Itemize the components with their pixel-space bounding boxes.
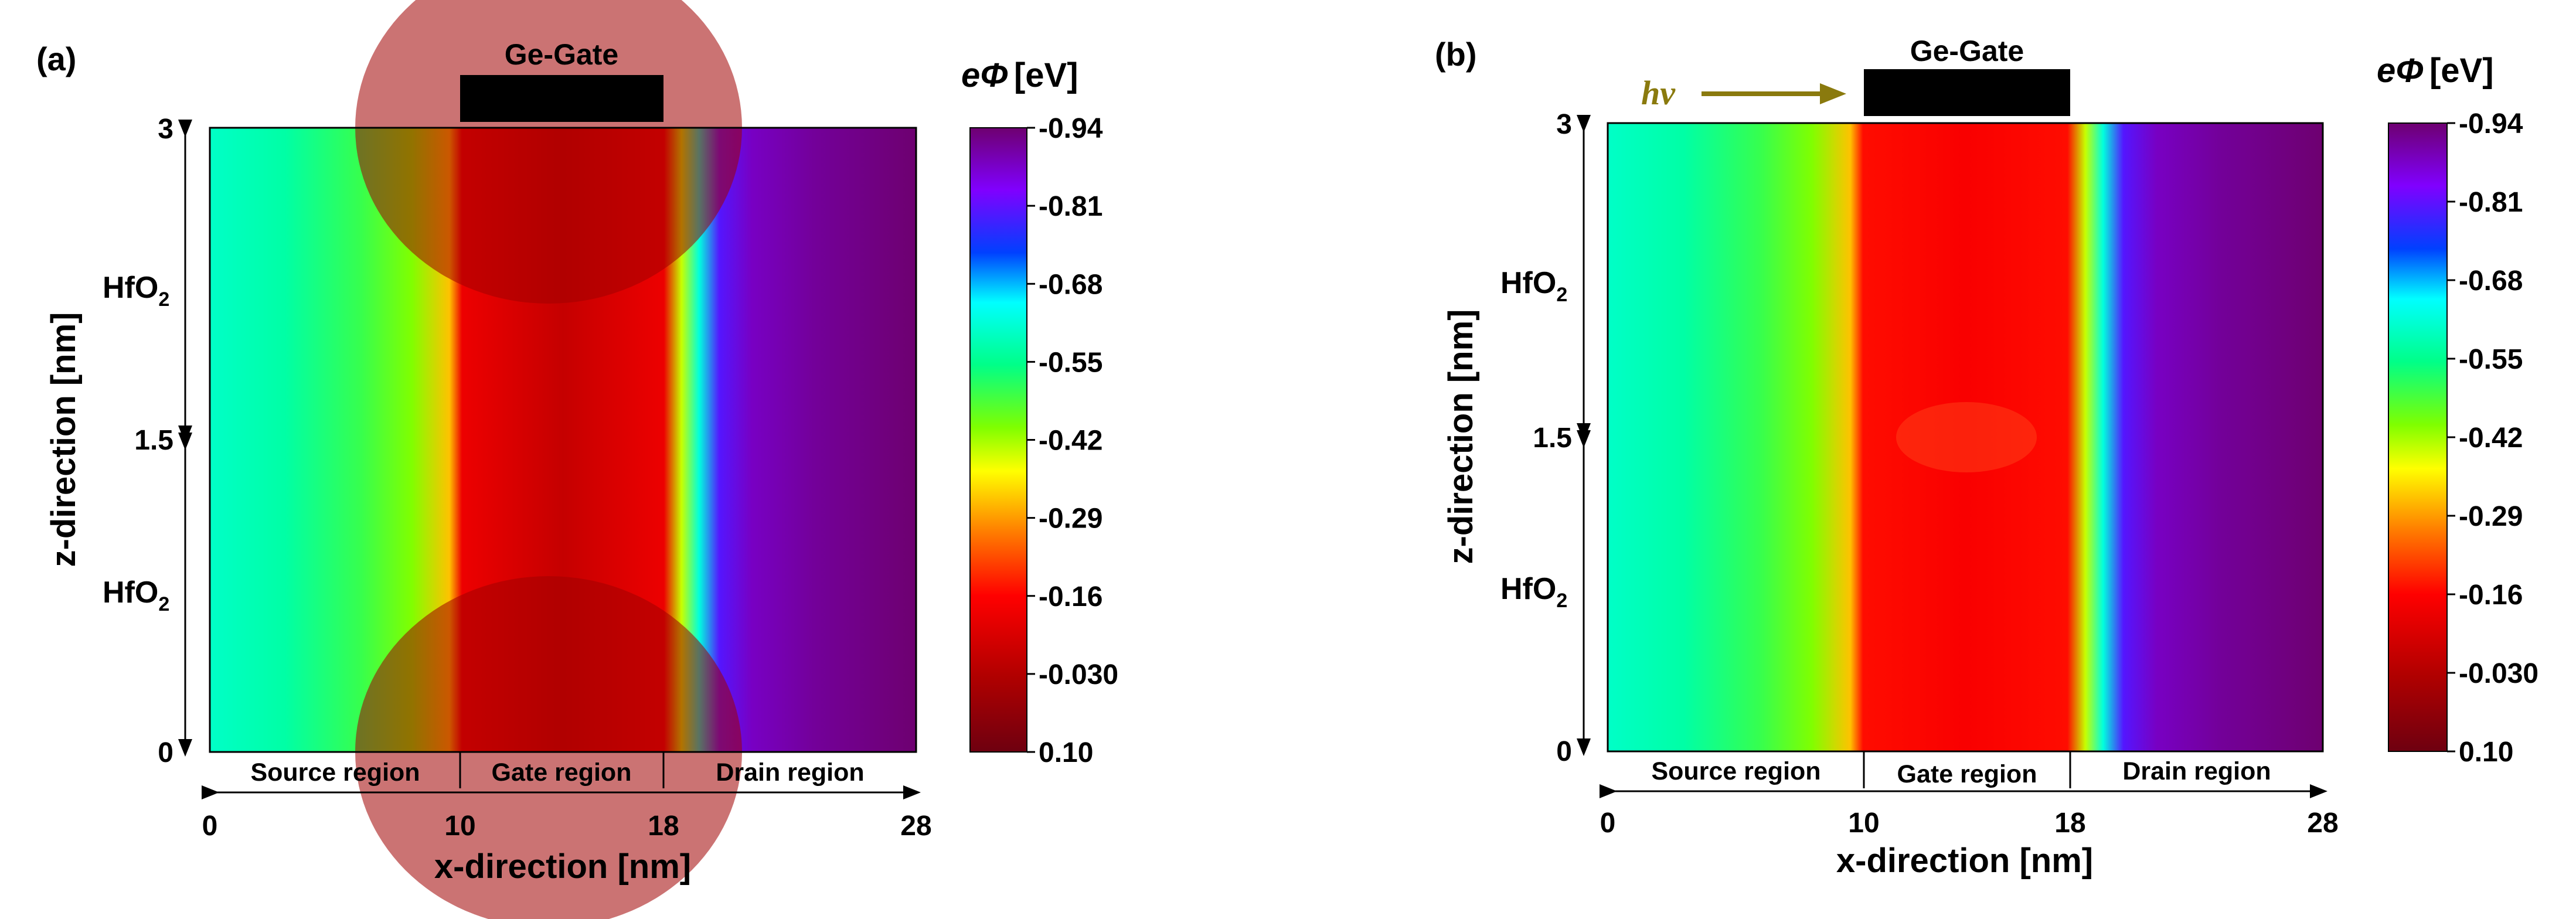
panel-a-colorbar-ticks: -0.94 -0.81 -0.68 -0.55 -0.42 -0.29 -0.16 -0.03… (1027, 113, 1118, 768)
panel-a-y-tick-1-5: 1.5 (134, 425, 173, 456)
panel-b-colorbar-gradient (2388, 122, 2448, 752)
panel-a-region-drain: Drain region (716, 758, 864, 787)
panel-b-x-tick-0: 0 (1600, 808, 1616, 839)
panel-b-y-tick-0: 0 (1556, 736, 1572, 767)
panel-b-x-tick-18: 18 (2054, 808, 2085, 839)
panel-a-label: (a) (36, 40, 76, 77)
panel-a-y-tick-3: 3 (158, 114, 173, 145)
panel-a-gate-block (460, 75, 663, 122)
panel-a-region-gate: Gate region (492, 758, 632, 787)
panel-a-x-tick-28: 28 (900, 811, 931, 842)
panel-a-colorbar-gradient (969, 127, 1027, 753)
colorbar-tick-label: -0.68 (2459, 266, 2523, 297)
panel-b-y-axis-title: z-direction [nm] (1442, 309, 1480, 564)
panel-b-x-tick-10: 10 (1848, 808, 1879, 839)
panel-b-x-axis-title: x-direction [nm] (1836, 842, 2093, 880)
panel-b-colorbar-ticks: -0.94 -0.81 -0.68 -0.55 -0.42 -0.29 -0.16 -0.03… (2447, 108, 2538, 768)
colorbar-tick-label: -0.29 (1039, 503, 1102, 535)
panel-a-oxide-label-top: HfO2 (103, 271, 169, 311)
panel-b-gate-block (1864, 69, 2070, 116)
panel-b-illumination-label: hν (1641, 74, 1676, 112)
colorbar-tick-label: -0.030 (2459, 658, 2538, 689)
colorbar-tick-label: -0.030 (1039, 659, 1118, 690)
panel-b-label: (b) (1435, 36, 1477, 73)
colorbar-tick-label: -0.16 (2459, 580, 2523, 611)
colorbar-tick-label: -0.94 (2459, 108, 2523, 139)
panel-b-y-tick-1-5: 1.5 (1533, 423, 1572, 454)
panel-b-colorbar-title: eΦ [eV] (2377, 52, 2494, 90)
panel-b-gate-label: Ge-Gate (1910, 35, 2024, 67)
panel-b-y-tick-3: 3 (1556, 109, 1572, 140)
panel-a-gate-label: Ge-Gate (505, 38, 619, 71)
panel-a-x-axis-title: x-direction [nm] (434, 847, 691, 886)
colorbar-tick-label: -0.42 (2459, 423, 2523, 454)
colorbar-tick-label: 0.10 (2459, 737, 2513, 768)
panel-a-region-source: Source region (250, 758, 420, 787)
colorbar-tick-label: -0.68 (1039, 269, 1102, 300)
panel-b-region-source: Source region (1651, 757, 1820, 785)
panel-b-x-tick-28: 28 (2307, 808, 2338, 839)
colorbar-tick-label: -0.94 (1039, 113, 1103, 144)
panel-b-oxide-label-top: HfO2 (1500, 266, 1567, 306)
panel-a-gate-pocket-bottom (355, 576, 742, 919)
panel-a: (a) Ge-Gate 3 1.5 0 HfO2 HfO2 z-directio… (36, 0, 1118, 919)
panel-b-potential-field (1608, 123, 2323, 751)
panel-a-heatmap (209, 0, 917, 919)
panel-a-x-tick-18: 18 (648, 811, 679, 842)
colorbar-tick-label: -0.42 (1039, 426, 1102, 457)
panel-a-y-axis-title: z-direction [nm] (45, 312, 83, 567)
colorbar-tick-label: 0.10 (1039, 737, 1093, 768)
panel-a-y-tick-0: 0 (158, 737, 173, 768)
panel-b: (b) hν Ge-Gate 3 1.5 0 HfO2 HfO2 z-direc… (1435, 35, 2538, 880)
panel-b-illumination-arrowhead (1820, 83, 1846, 104)
panel-b-region-drain: Drain region (2122, 757, 2271, 785)
panel-a-colorbar: eΦ [eV] -0.94-0.81-0.68-0.55-0.42-0.29-0.… (961, 56, 1118, 768)
colorbar-tick-label: -0.55 (1039, 347, 1102, 378)
panel-a-oxide-label-bottom: HfO2 (103, 576, 169, 615)
colorbar-tick-label: -0.16 (1039, 581, 1102, 612)
panel-a-x-tick-0: 0 (202, 811, 218, 842)
panel-a-colorbar-title: eΦ [eV] (961, 56, 1078, 94)
colorbar-tick-label: -0.29 (2459, 501, 2523, 532)
colorbar-tick-label: -0.55 (2459, 344, 2523, 375)
panel-b-colorbar: eΦ [eV] -0.94-0.81-0.68-0.55-0.42-0.29-0.… (2377, 52, 2538, 768)
panel-b-oxide-label-bottom: HfO2 (1500, 572, 1567, 612)
panel-b-heatmap (1607, 122, 2324, 753)
colorbar-tick-label: -0.81 (2459, 187, 2523, 218)
panel-b-region-gate: Gate region (1897, 760, 2037, 788)
colorbar-tick-label: -0.81 (1039, 191, 1102, 222)
panel-b-center-highlight (1896, 402, 2037, 472)
panel-a-x-tick-10: 10 (444, 811, 475, 842)
